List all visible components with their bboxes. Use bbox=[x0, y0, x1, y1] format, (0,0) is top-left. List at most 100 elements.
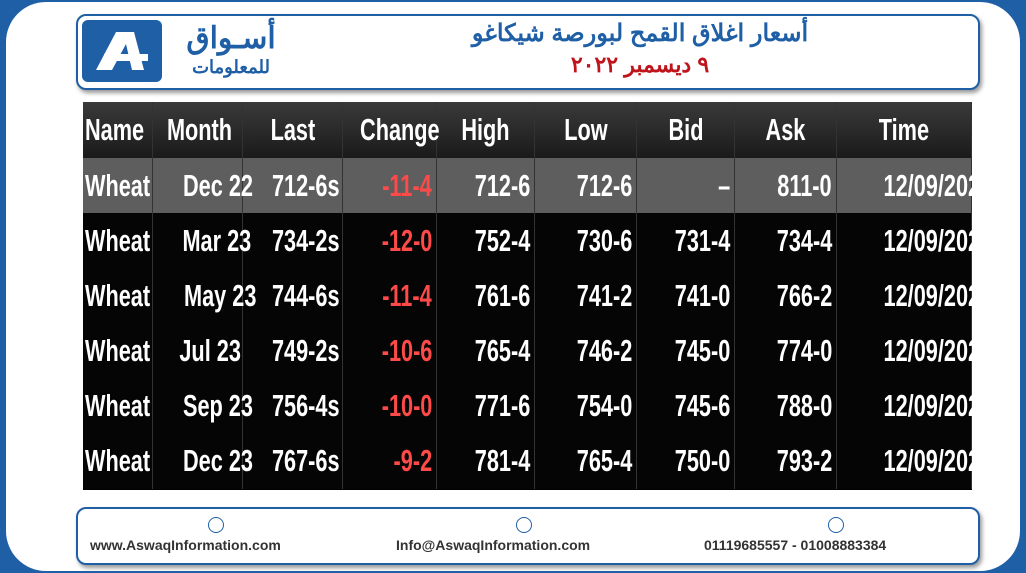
phones: 01119685557 - 01008883384 bbox=[704, 537, 887, 553]
table-cell: 12/09/2022 bbox=[837, 158, 992, 214]
cell-text: 744-6s bbox=[271, 278, 340, 313]
cell-text: Ask bbox=[765, 112, 806, 147]
table-cell: Wheat bbox=[83, 213, 153, 269]
table-row: Wheat Dec 23 767-6s -9-2 781-4 765-4 750-0 793-… bbox=[83, 433, 992, 489]
table-cell: 12/09/2022 bbox=[837, 268, 992, 324]
cell-text: 12/09/2022 bbox=[883, 333, 993, 368]
column-header: Low bbox=[535, 102, 637, 158]
table-cell: -10-6 bbox=[343, 323, 437, 379]
cell-text: 793-2 bbox=[776, 443, 832, 478]
table-cell: – bbox=[637, 158, 735, 214]
table-cell: Sep 23 bbox=[153, 378, 253, 434]
column-header: Change bbox=[343, 102, 440, 158]
cell-text: 752-4 bbox=[474, 223, 530, 258]
table-cell: Wheat bbox=[83, 323, 153, 379]
cell-text: -10-0 bbox=[381, 388, 432, 423]
cell-text: Last bbox=[270, 112, 315, 147]
table-cell: Wheat bbox=[83, 158, 153, 214]
table-cell: 766-2 bbox=[735, 268, 837, 324]
table-cell: 712-6 bbox=[535, 158, 637, 214]
cell-text: 12/09/2022 bbox=[883, 443, 993, 478]
table-cell: 734-2s bbox=[243, 213, 343, 269]
cell-text: Wheat bbox=[85, 333, 151, 368]
cell-text: -9-2 bbox=[393, 443, 432, 478]
table-row: Wheat Sep 23 756-4s -10-0 771-6 754-0 745-6 788… bbox=[83, 378, 992, 434]
table-cell: 712-6 bbox=[437, 158, 535, 214]
cell-text: 731-4 bbox=[674, 223, 730, 258]
table-cell: May 23 bbox=[153, 268, 256, 324]
table-cell: 12/09/2022 bbox=[837, 323, 992, 379]
cell-text: -10-6 bbox=[381, 333, 432, 368]
cell-text: 765-4 bbox=[474, 333, 530, 368]
table-cell: 788-0 bbox=[735, 378, 837, 434]
table-cell: Wheat bbox=[83, 378, 153, 434]
email: Info@AswaqInformation.com bbox=[396, 537, 591, 553]
web-icon bbox=[208, 517, 224, 533]
cell-text: May 23 bbox=[184, 278, 257, 313]
cell-text: 730-6 bbox=[576, 223, 632, 258]
cell-text: -12-0 bbox=[381, 223, 432, 258]
table-cell: 741-2 bbox=[535, 268, 637, 324]
table-cell: 811-0 bbox=[735, 158, 837, 214]
table-cell: 12/09/2022 bbox=[837, 433, 992, 489]
table-cell: 771-6 bbox=[437, 378, 535, 434]
table-cell: 744-6s bbox=[243, 268, 343, 324]
cell-text: Wheat bbox=[85, 223, 151, 258]
cell-text: 761-6 bbox=[474, 278, 530, 313]
footer: www.AswaqInformation.com Info@AswaqInfor… bbox=[76, 507, 980, 565]
cell-text: 746-2 bbox=[576, 333, 632, 368]
cell-text: 781-4 bbox=[474, 443, 530, 478]
table-cell: -9-2 bbox=[343, 433, 437, 489]
cell-text: 788-0 bbox=[776, 388, 832, 423]
cell-text: -11-4 bbox=[382, 168, 432, 203]
title-block: أسعار اغلاق القمح لبورصة شيكاغو ٩ ديسمبر… bbox=[330, 18, 950, 80]
cell-text: 766-2 bbox=[776, 278, 832, 313]
table-cell: 12/09/2022 bbox=[837, 378, 992, 434]
cell-text: 745-6 bbox=[674, 388, 730, 423]
cell-text: 712-6s bbox=[271, 168, 340, 203]
cell-text: Sep 23 bbox=[182, 388, 253, 423]
logo-icon bbox=[96, 32, 148, 70]
table-cell: 749-2s bbox=[243, 323, 343, 379]
cell-text: 12/09/2022 bbox=[883, 278, 993, 313]
cell-text: 750-0 bbox=[674, 443, 730, 478]
cell-text: Wheat bbox=[85, 443, 151, 478]
column-header: High bbox=[437, 102, 535, 158]
cell-text: 811-0 bbox=[777, 168, 832, 203]
cell-text: Month bbox=[166, 112, 233, 147]
cell-text: 765-4 bbox=[576, 443, 632, 478]
table-cell: 781-4 bbox=[437, 433, 535, 489]
logo-title: أسـواق bbox=[186, 22, 276, 55]
column-header: Name bbox=[83, 102, 153, 158]
cell-text: Time bbox=[878, 112, 930, 147]
cell-text: 734-4 bbox=[776, 223, 832, 258]
cell-text: 774-0 bbox=[776, 333, 832, 368]
cell-text: 734-2s bbox=[271, 223, 340, 258]
cell-text: Name bbox=[85, 112, 145, 147]
table-cell: -11-4 bbox=[343, 158, 437, 214]
cell-text: Low bbox=[563, 112, 608, 147]
cell-text: 712-6 bbox=[576, 168, 632, 203]
cell-text: Dec 23 bbox=[182, 443, 253, 478]
table-row: Wheat May 23 744-6s -11-4 761-6 741-2 741-0 766… bbox=[83, 268, 992, 324]
table-cell: -12-0 bbox=[343, 213, 437, 269]
table-cell: -11-4 bbox=[343, 268, 437, 324]
cell-text: 12/09/2022 bbox=[883, 223, 993, 258]
cell-text: 712-6 bbox=[474, 168, 530, 203]
table-cell: 750-0 bbox=[637, 433, 735, 489]
title: أسعار اغلاق القمح لبورصة شيكاغو bbox=[471, 20, 809, 47]
table-cell: 793-2 bbox=[735, 433, 837, 489]
cell-text: 12/09/2022 bbox=[883, 168, 993, 203]
table-row: Wheat Mar 23 734-2s -12-0 752-4 730-6 731-4 734… bbox=[83, 213, 992, 269]
cell-text: – bbox=[717, 168, 730, 203]
table-cell: 761-6 bbox=[437, 268, 535, 324]
logo-text: أسـواق للمعلومات bbox=[166, 22, 296, 78]
table-cell: Jul 23 bbox=[153, 323, 243, 379]
cell-text: Wheat bbox=[85, 278, 151, 313]
cell-text: High bbox=[461, 112, 510, 147]
cell-text: 12/09/2022 bbox=[883, 388, 993, 423]
cell-text: 749-2s bbox=[271, 333, 340, 368]
table-cell: Dec 23 bbox=[153, 433, 253, 489]
cell-text: 756-4s bbox=[271, 388, 340, 423]
